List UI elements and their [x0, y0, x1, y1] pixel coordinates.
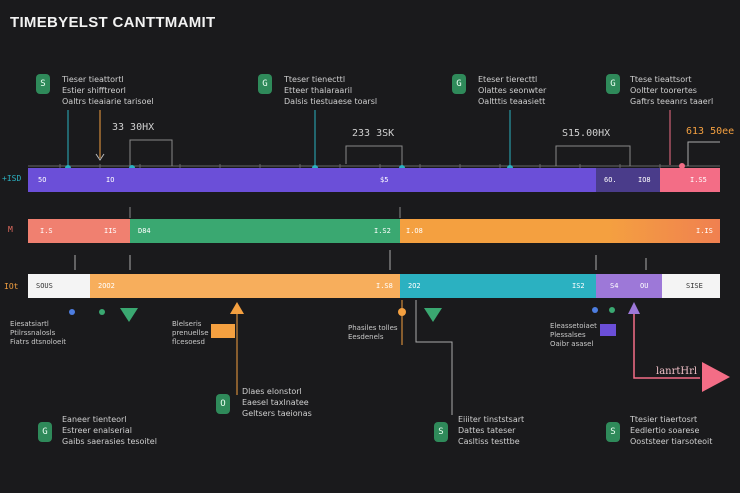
callout-line: Oaltttis teaasiett [478, 97, 546, 106]
callout-badge: G [606, 74, 620, 94]
callout-text: Eteser tierecttl Olattes seonwter Oalttt… [478, 74, 546, 107]
callout-line: Oaltrs tieaiarie tarisoel [62, 97, 154, 106]
callout-text: Tieser tieattortl Estier shifftreorl Oal… [62, 74, 154, 107]
segment-label: S4 [610, 282, 619, 290]
callout-line: Estreer enalserial [62, 426, 132, 435]
note-line: Eesdenels [348, 333, 384, 341]
callout-text: Dlaes elonstorl Eaesel taxlnatee Geltser… [242, 386, 312, 419]
note-line: Phasiles tolles [348, 324, 398, 332]
callout-line: Etteer thalaraaril [284, 86, 353, 95]
callout-badge: S [606, 422, 620, 442]
row-label: M [8, 225, 13, 234]
callout-line: Tieser tieattortl [62, 75, 124, 84]
callout-line: Ooltter toorertes [630, 86, 697, 95]
segment-label: D84 [138, 227, 151, 235]
timeline-bar-segment: D84 I.S2 [130, 219, 400, 243]
callout-text: Eaneer tienteorl Estreer enalserial Gaib… [62, 414, 157, 447]
timeline-bar-segment: I.O8 I.IS [400, 219, 720, 243]
callout-line: Gaibs saerasies tesoitel [62, 437, 157, 446]
callout-badge: G [452, 74, 466, 94]
timeline-bar-segment: S4 OU [596, 274, 662, 298]
note-line: flcesoesd [172, 338, 205, 346]
callout-text: Tteser tienecttl Etteer thalaraaril Dals… [284, 74, 377, 107]
callout-line: Eedlertio soarese [630, 426, 700, 435]
segment-label: I.IS [696, 227, 713, 235]
mid-note: Phasiles tolles Eesdenels [348, 324, 398, 342]
callout-line: Ttese tieattsort [630, 75, 692, 84]
timeline-bar-segment: SOUS [28, 274, 90, 298]
segment-label: IO [106, 176, 115, 184]
mid-note: Blelseris prenuellse flcesoesd [172, 320, 209, 347]
callout-line: Eteser tierecttl [478, 75, 538, 84]
value-label: 613 50ee [686, 126, 735, 137]
timeline-bar-segment: I.S5 [660, 168, 720, 192]
segment-label: SISE [686, 282, 703, 290]
segment-label: IO8 [638, 176, 651, 184]
value-label: 33 30HX [112, 122, 155, 133]
timeline-bar-segment: 2O2 IS2 [400, 274, 596, 298]
segment-label: 6O. [604, 176, 617, 184]
callout-badge: S [36, 74, 50, 94]
timeline-bar-segment: 6O. IO8 [596, 168, 660, 192]
callout-line: Dattes tateser [458, 426, 516, 435]
segment-label: SOUS [36, 282, 53, 290]
arrow-label: lanrtHrl [656, 366, 698, 377]
segment-label: 2OO2 [98, 282, 115, 290]
segment-label: I.S [40, 227, 53, 235]
callout-line: Estier shifftreorl [62, 86, 126, 95]
callout-text: Ttesier tiaertosrt Eedlertio soarese Oos… [630, 414, 712, 447]
segment-label: 5O [38, 176, 47, 184]
note-line: Eiesatsiartl [10, 320, 49, 328]
callout-line: Olattes seonwter [478, 86, 547, 95]
row-label: IOt [4, 282, 19, 291]
callout-line: Dlaes elonstorl [242, 387, 302, 396]
callout-badge: S [434, 422, 448, 442]
segment-label: I.S5 [690, 176, 707, 184]
callout-badge: G [258, 74, 272, 94]
note-line: Oaibr asasel [550, 340, 594, 348]
callout-text: Eiiiter tinststsart Dattes tateser Caslt… [458, 414, 524, 447]
segment-label: I.O8 [406, 227, 423, 235]
callout-text: Ttese tieattsort Ooltter toorertes Gaftr… [630, 74, 713, 107]
segment-label: IS2 [572, 282, 585, 290]
callout-line: Ttesier tiaertosrt [630, 415, 698, 424]
callout-line: Eiiiter tinststsart [458, 415, 525, 424]
segment-label: $5 [380, 176, 389, 184]
segment-label: IIS [104, 227, 117, 235]
callout-line: Eaneer tienteorl [62, 415, 127, 424]
callout-line: Gaftrs teeanrs taaerl [630, 97, 714, 106]
callout-line: Ooststeer tiarsoteoit [630, 437, 713, 446]
note-line: Blelseris [172, 320, 202, 328]
callout-line: Casltiss testtbe [458, 437, 520, 446]
value-label: 233 3SK [352, 128, 395, 139]
callout-line: Geltsers taeionas [242, 409, 312, 418]
callout-line: Tteser tienecttl [284, 75, 346, 84]
row-label: +ISD [2, 174, 22, 183]
note-line: Plessalses [550, 331, 586, 339]
note-line: Fiatrs dtsnoloeit [10, 338, 67, 346]
callout-badge: G [38, 422, 52, 442]
timeline-bar-segment: 2OO2 I.S8 [90, 274, 400, 298]
segment-label: OU [640, 282, 649, 290]
mid-note: Eleassetoiaet Plessalses Oaibr asasel [550, 322, 597, 349]
note-line: Ptilrssnalosls [10, 329, 56, 337]
mid-note: Eiesatsiartl Ptilrssnalosls Fiatrs dtsno… [10, 320, 66, 347]
timeline-bar-segment: SISE [662, 274, 720, 298]
callout-badge: O [216, 394, 230, 414]
callout-line: Dalsis tiestuaese toarsl [284, 97, 378, 106]
note-line: prenuellse [172, 329, 209, 337]
page-title: TIMEBYELST CANTTMAMIT [10, 14, 216, 31]
note-line: Eleassetoiaet [550, 322, 597, 330]
timeline-bar-segment: I.S IIS [28, 219, 130, 243]
value-label: S15.00HX [562, 128, 611, 139]
segment-label: I.S2 [374, 227, 391, 235]
timeline-bar-segment: 5O IO $5 [28, 168, 596, 192]
segment-label: 2O2 [408, 282, 421, 290]
callout-line: Eaesel taxlnatee [242, 398, 309, 407]
segment-label: I.S8 [376, 282, 393, 290]
